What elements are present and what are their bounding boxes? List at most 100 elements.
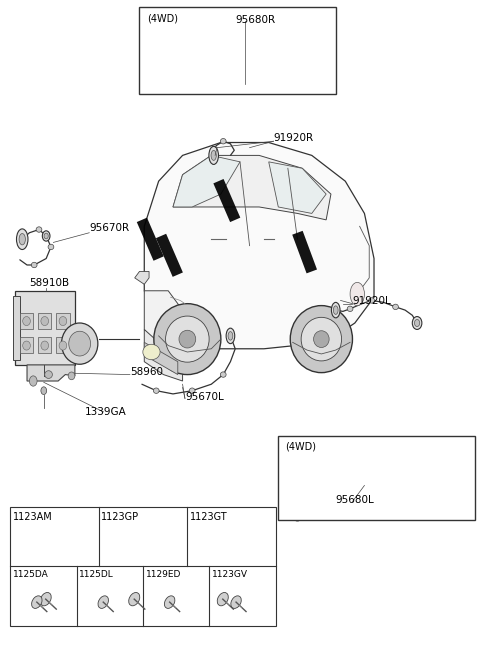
Polygon shape (144, 143, 374, 349)
Ellipse shape (19, 233, 25, 245)
Polygon shape (144, 329, 182, 381)
Polygon shape (173, 156, 331, 220)
FancyBboxPatch shape (56, 313, 70, 329)
Text: 1123GT: 1123GT (190, 512, 228, 522)
Ellipse shape (44, 233, 48, 239)
Text: 1129ED: 1129ED (145, 570, 181, 579)
Ellipse shape (277, 54, 281, 61)
Polygon shape (27, 365, 75, 381)
Polygon shape (144, 291, 202, 362)
Ellipse shape (228, 331, 233, 340)
Text: 95680L: 95680L (336, 495, 374, 505)
Ellipse shape (69, 331, 91, 356)
Ellipse shape (211, 63, 216, 68)
Ellipse shape (59, 317, 67, 326)
Ellipse shape (209, 147, 218, 165)
Ellipse shape (400, 495, 406, 501)
Ellipse shape (179, 330, 196, 348)
Ellipse shape (98, 596, 108, 609)
FancyBboxPatch shape (20, 337, 33, 353)
Text: 1123GP: 1123GP (101, 512, 139, 522)
Ellipse shape (220, 372, 226, 377)
Ellipse shape (313, 331, 329, 348)
Ellipse shape (68, 372, 75, 380)
Ellipse shape (301, 317, 342, 361)
Bar (140, 7, 336, 94)
Text: 1125DA: 1125DA (12, 570, 48, 579)
Ellipse shape (166, 316, 209, 362)
Ellipse shape (450, 500, 456, 510)
Bar (278, 436, 475, 519)
Ellipse shape (177, 66, 183, 71)
Ellipse shape (319, 493, 324, 499)
FancyBboxPatch shape (38, 337, 51, 353)
Bar (10, 506, 276, 626)
Text: 91920R: 91920R (274, 133, 313, 143)
Ellipse shape (41, 387, 47, 395)
Ellipse shape (376, 488, 382, 494)
Text: 91920L: 91920L (352, 296, 391, 306)
Ellipse shape (393, 304, 398, 309)
Ellipse shape (129, 592, 140, 606)
Text: 58910B: 58910B (29, 278, 70, 287)
Ellipse shape (419, 488, 425, 494)
Ellipse shape (242, 81, 247, 88)
Ellipse shape (143, 344, 160, 360)
Ellipse shape (292, 503, 303, 521)
Ellipse shape (274, 32, 278, 41)
Ellipse shape (32, 596, 42, 609)
Ellipse shape (220, 138, 226, 144)
Ellipse shape (165, 596, 175, 609)
FancyBboxPatch shape (20, 313, 33, 329)
Ellipse shape (31, 262, 37, 267)
Ellipse shape (211, 151, 216, 160)
Ellipse shape (16, 229, 28, 249)
Text: 1125DL: 1125DL (79, 570, 114, 579)
Ellipse shape (412, 317, 422, 329)
Ellipse shape (163, 76, 173, 93)
Ellipse shape (436, 490, 442, 495)
Ellipse shape (448, 496, 458, 513)
Ellipse shape (154, 388, 159, 393)
Ellipse shape (231, 596, 241, 609)
Ellipse shape (45, 371, 52, 379)
Ellipse shape (276, 51, 283, 64)
Ellipse shape (290, 306, 352, 373)
Text: 1123AM: 1123AM (12, 512, 52, 522)
Ellipse shape (40, 592, 51, 606)
Ellipse shape (61, 323, 98, 364)
Text: 1339GA: 1339GA (84, 406, 126, 417)
Ellipse shape (333, 306, 338, 315)
Ellipse shape (154, 304, 221, 375)
Text: 1123GV: 1123GV (212, 570, 248, 579)
Ellipse shape (347, 306, 353, 311)
Ellipse shape (59, 341, 67, 350)
Ellipse shape (48, 244, 54, 249)
Polygon shape (173, 156, 240, 207)
Ellipse shape (237, 77, 243, 82)
Ellipse shape (189, 388, 195, 393)
Ellipse shape (414, 320, 420, 326)
FancyBboxPatch shape (15, 291, 75, 365)
Text: 95670L: 95670L (185, 392, 224, 402)
Ellipse shape (347, 481, 353, 487)
Ellipse shape (240, 79, 249, 90)
Text: 95670R: 95670R (89, 223, 130, 233)
Ellipse shape (166, 80, 171, 89)
Ellipse shape (294, 507, 300, 517)
Ellipse shape (42, 231, 50, 241)
FancyBboxPatch shape (56, 337, 70, 353)
Ellipse shape (41, 341, 48, 350)
Ellipse shape (192, 51, 197, 56)
Ellipse shape (350, 282, 364, 306)
Ellipse shape (331, 302, 340, 318)
Text: (4WD): (4WD) (286, 442, 316, 452)
Polygon shape (144, 342, 178, 375)
Polygon shape (269, 162, 326, 213)
Ellipse shape (36, 227, 42, 233)
Ellipse shape (226, 328, 235, 344)
Ellipse shape (41, 317, 48, 326)
Ellipse shape (23, 317, 30, 326)
Text: 58960: 58960 (130, 366, 163, 377)
Ellipse shape (369, 298, 374, 303)
